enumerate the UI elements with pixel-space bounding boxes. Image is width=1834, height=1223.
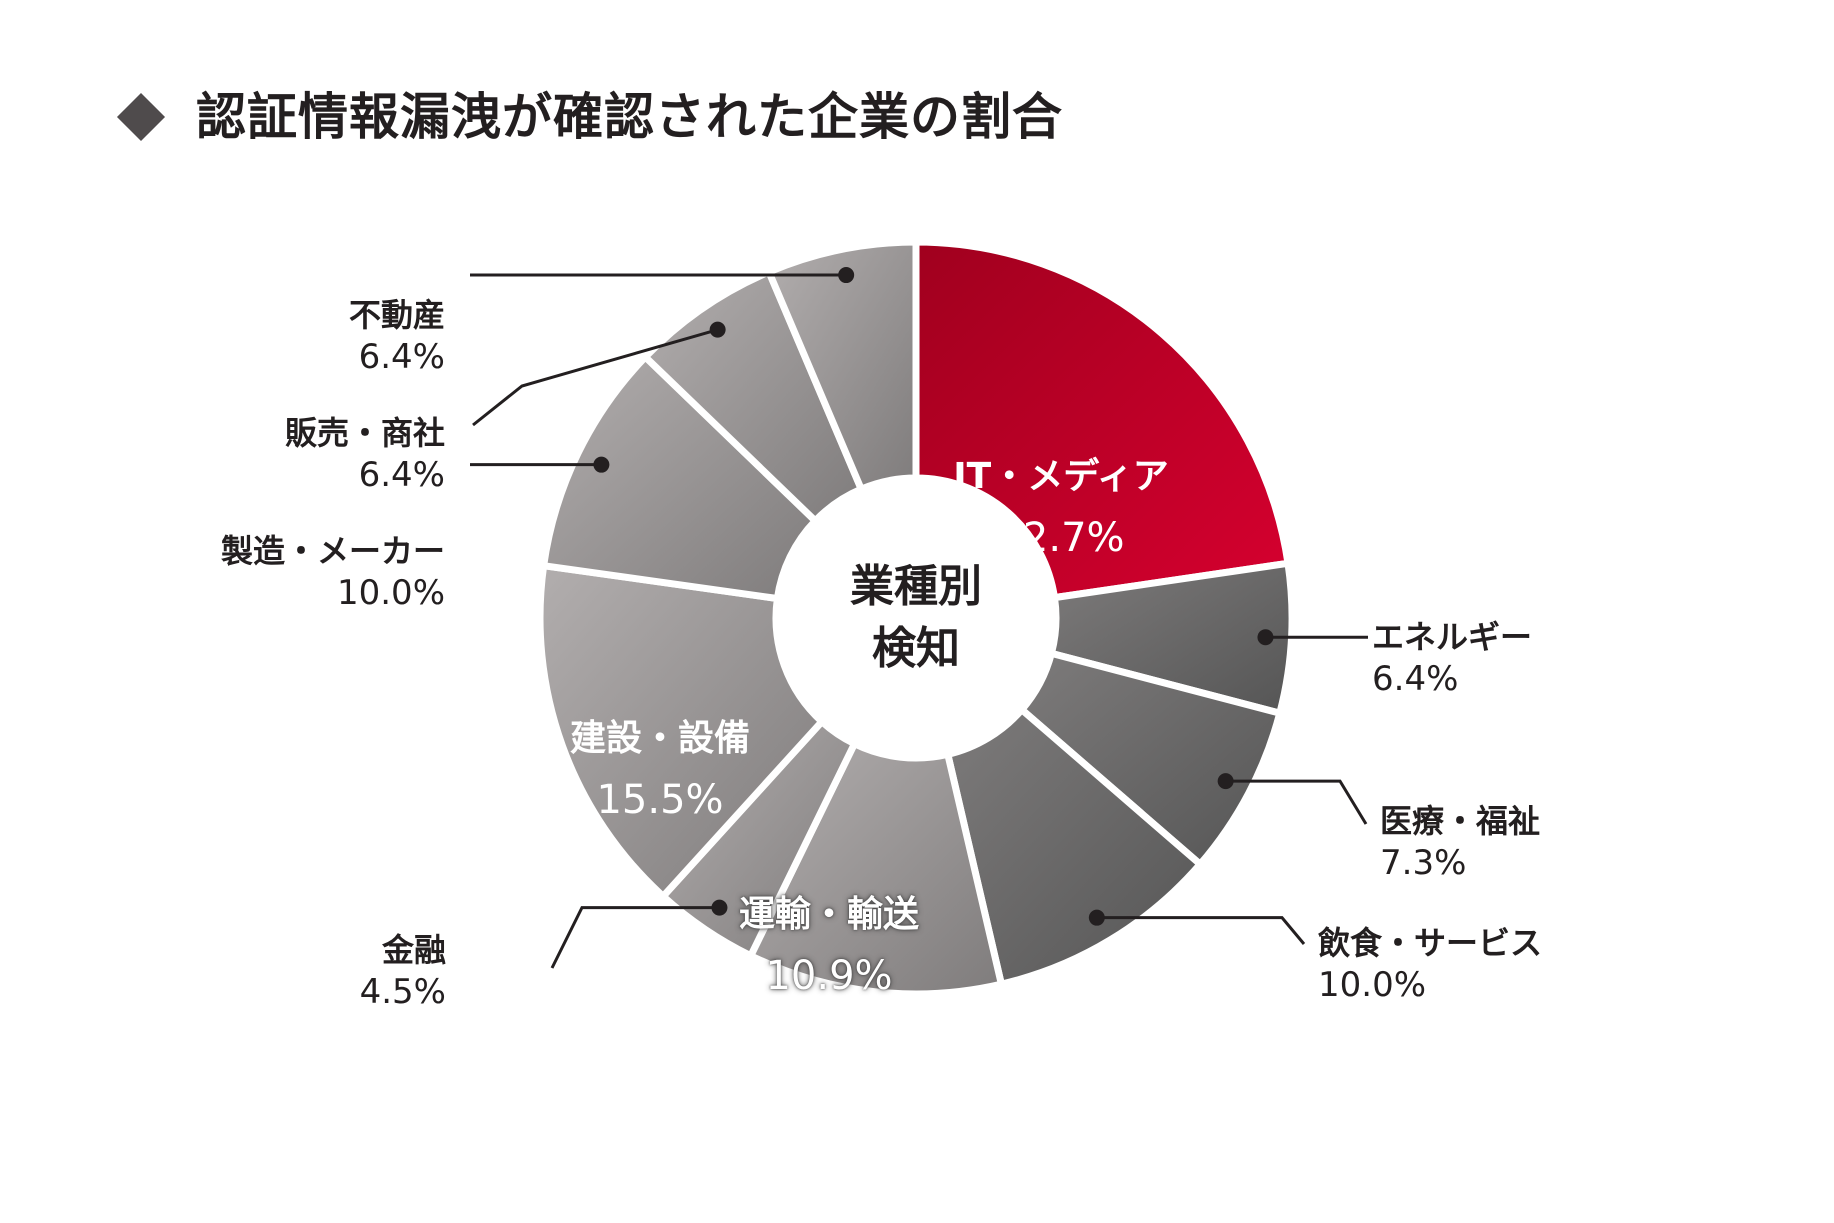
chart-title-row: 認証情報漏洩が確認された企業の割合 [110, 92, 1063, 142]
leader-line [1225, 779, 1368, 825]
slice-category-label: 運輸・輸送 [738, 894, 920, 935]
slice-label: 金融 4.5% [360, 929, 446, 1013]
leader-line [472, 328, 719, 427]
slice-category-label: 不動産 [348, 296, 445, 334]
slice-value-label: 10.9% [765, 953, 893, 999]
slice-category-label: IT・メディア [953, 456, 1169, 497]
leader-dot [709, 321, 726, 338]
leader-dot [838, 267, 855, 284]
slice-label: 販売・商社 6.4% [285, 412, 445, 496]
slice-label: 製造・メーカー 10.0% [221, 530, 445, 614]
donut-slice [536, 561, 827, 902]
slice-label: 不動産 6.4% [349, 294, 445, 378]
donut-slice [912, 238, 1292, 602]
slice-value-label: 15.5% [596, 777, 724, 823]
donut-slice [746, 739, 1006, 998]
slice-label: 飲食・サービス 10.0% [1318, 922, 1542, 1006]
slice-inner-label: IT・メディア 22.7% [953, 455, 1168, 577]
slice-value-label: 4.5% [359, 972, 446, 1012]
slice-category-label: 金融 [381, 931, 446, 969]
leader-line [1096, 916, 1306, 945]
leader-dot [1257, 629, 1274, 646]
slice-value-label: 6.4% [358, 337, 445, 377]
donut-center-label: 業種別 検知 [850, 556, 982, 680]
slice-value-label: 10.0% [1318, 965, 1427, 1005]
slice-category-label: 販売・商社 [284, 414, 445, 452]
slice-value-label: 10.0% [336, 573, 445, 613]
slice-category-label: 製造・メーカー [220, 532, 445, 570]
center-label-line-1: 業種別 [850, 561, 982, 612]
slice-inner-label: 運輸・輸送 10.9% [739, 893, 919, 1015]
slice-value-label: 6.4% [358, 455, 445, 495]
leader-dot [711, 899, 728, 916]
slice-value-label: 22.7% [997, 515, 1125, 561]
center-label-line-2: 検知 [872, 623, 960, 674]
slice-category-label: エネルギー [1372, 618, 1533, 657]
donut-slice [764, 238, 920, 494]
donut-slice [943, 704, 1206, 989]
chart-title: 認証情報漏洩が確認された企業の割合 [196, 88, 1063, 146]
leader-dot [593, 456, 610, 473]
slice-value-label: 6.4% [1372, 659, 1459, 700]
slice-label: 医療・福祉 7.3% [1380, 800, 1540, 884]
slice-value-label: 7.3% [1380, 843, 1467, 883]
slice-label: エネルギー 6.4% [1372, 616, 1532, 700]
slice-category-label: 飲食・サービス [1318, 924, 1543, 962]
leader-dot [1088, 909, 1105, 926]
slice-category-label: 建設・設備 [569, 718, 751, 759]
donut-slice [539, 352, 821, 603]
slice-inner-label: 建設・設備 15.5% [570, 717, 750, 839]
slice-category-label: 医療・福祉 [1380, 802, 1541, 840]
leader-line [550, 906, 720, 969]
leader-dot [1217, 773, 1234, 790]
